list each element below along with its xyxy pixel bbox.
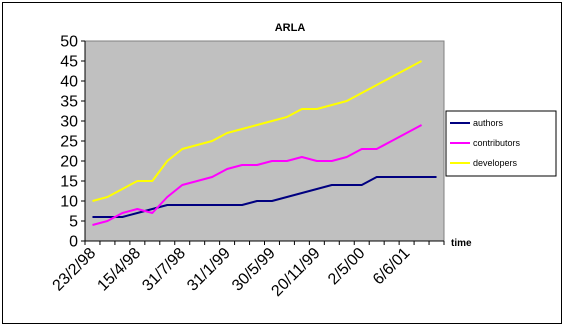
y-tick-label: 20 <box>60 154 78 171</box>
legend: authors contributors developers <box>445 110 557 177</box>
y-tick-label: 0 <box>69 234 78 251</box>
x-tick-label: 6/6/01 <box>370 245 414 289</box>
y-tick-label: 5 <box>69 214 78 231</box>
x-tick-label: 31/1/99 <box>184 245 234 295</box>
y-tick-label: 45 <box>60 54 78 71</box>
legend-entry-contributors: contributors <box>473 138 521 148</box>
series-line-developers <box>92 60 423 202</box>
x-tick-label: 2/5/00 <box>325 245 369 289</box>
series-line-contributors <box>92 124 423 226</box>
series-line-authors <box>92 176 437 218</box>
y-tick-label: 50 <box>60 34 78 51</box>
legend-entry-authors: authors <box>473 118 504 128</box>
y-tick-label: 25 <box>60 134 78 151</box>
x-tick-label: 23/2/98 <box>50 245 100 295</box>
legend-entry-developers: developers <box>473 158 518 168</box>
y-tick-label: 40 <box>60 74 78 91</box>
plot-area: 0 5 10 15 20 25 30 35 40 45 50 23/2/9815/4/9831/7/9… <box>50 34 445 300</box>
plot-background <box>84 40 445 242</box>
y-tick-label: 10 <box>60 194 78 211</box>
y-tick-label: 15 <box>60 174 78 191</box>
y-tick-label: 35 <box>60 94 78 111</box>
x-tick-label: 20/11/99 <box>268 245 323 300</box>
x-axis-label: time <box>451 238 472 249</box>
x-tick-label: 15/4/98 <box>94 245 144 295</box>
chart-title: ARLA <box>275 22 306 34</box>
x-tick-label: 31/7/98 <box>139 245 189 295</box>
y-tick-label: 30 <box>60 114 78 131</box>
